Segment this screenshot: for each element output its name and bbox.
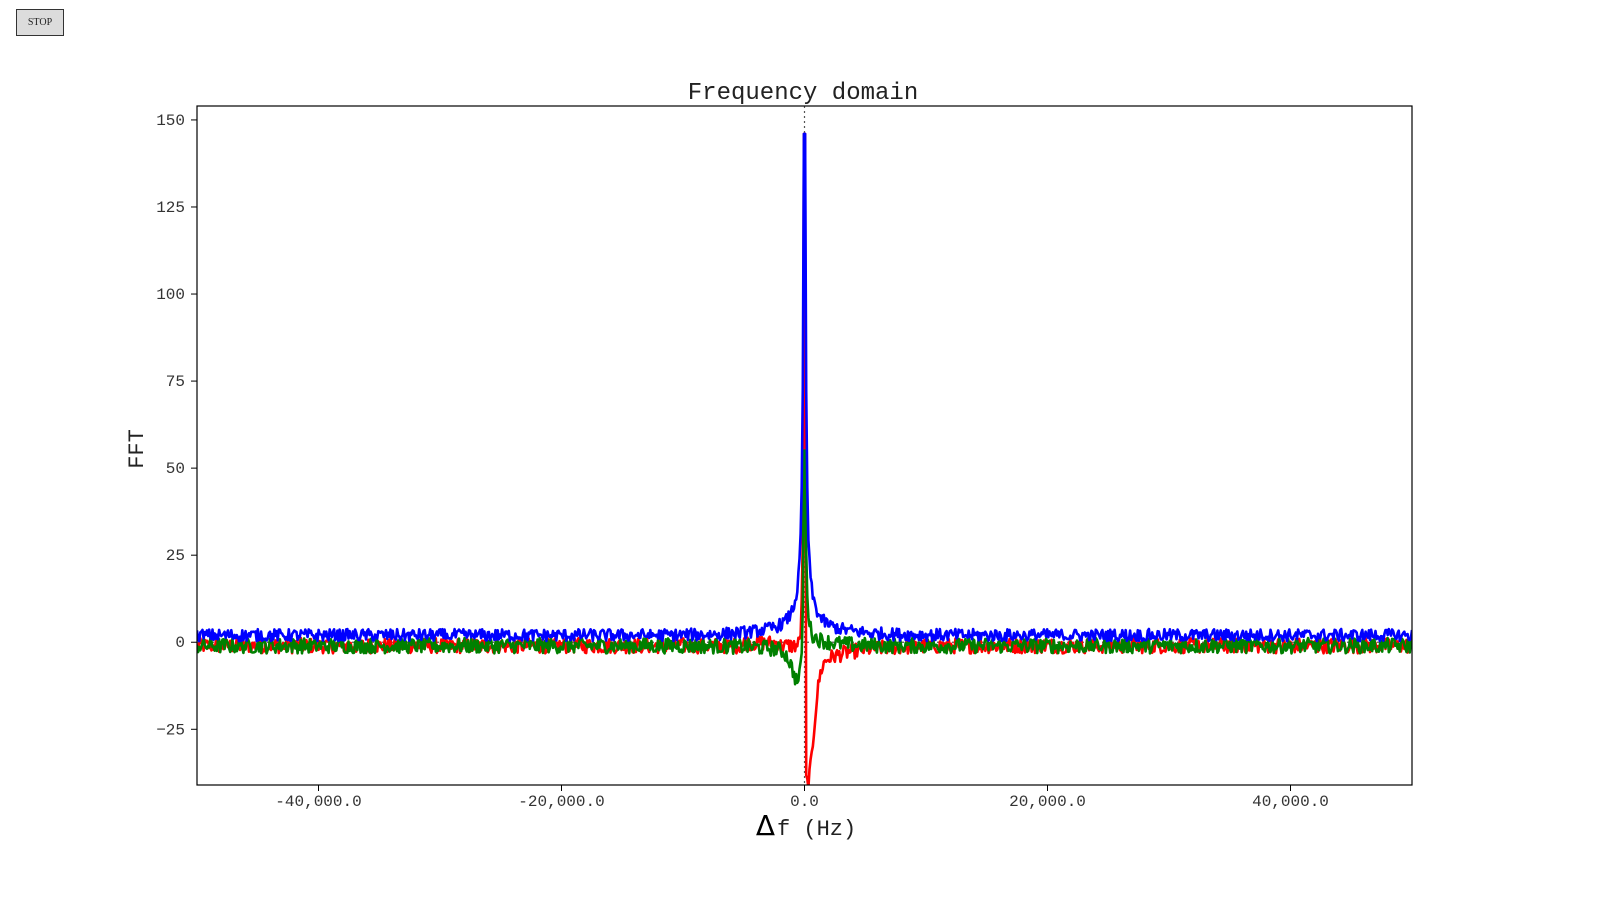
y-tick-label: 125	[156, 199, 185, 217]
x-tick-label: 20,000.0	[1009, 793, 1086, 811]
x-axis-title-text: f (Hz)	[777, 817, 856, 842]
y-tick-label: −25	[156, 721, 185, 739]
series-line-1	[197, 449, 1412, 686]
x-axis: -40,000.0 -20,000.0 0.0 20,000.0 40,000.0	[275, 785, 1329, 811]
x-tick-label: 0.0	[790, 793, 819, 811]
chart-title: Frequency domain	[688, 80, 918, 107]
x-axis-title: Δf (Hz)	[756, 809, 856, 842]
x-axis-delta-symbol: Δ	[756, 809, 775, 842]
y-axis: 150 125 100 75 50 25 0 −25	[156, 112, 197, 739]
series-line-2	[197, 132, 1412, 643]
x-tick-label: 40,000.0	[1252, 793, 1329, 811]
x-tick-label: -20,000.0	[518, 793, 604, 811]
y-tick-label: 150	[156, 112, 185, 130]
stop-button[interactable]: STOP	[16, 9, 64, 36]
y-tick-label: 75	[166, 373, 185, 391]
y-axis-title: FFT	[125, 429, 150, 469]
y-tick-label: 50	[166, 460, 185, 478]
x-tick-label: -40,000.0	[275, 793, 361, 811]
y-tick-label: 100	[156, 286, 185, 304]
plot-area	[196, 105, 1413, 786]
y-tick-label: 25	[166, 547, 185, 565]
y-tick-label: 0	[175, 634, 185, 652]
